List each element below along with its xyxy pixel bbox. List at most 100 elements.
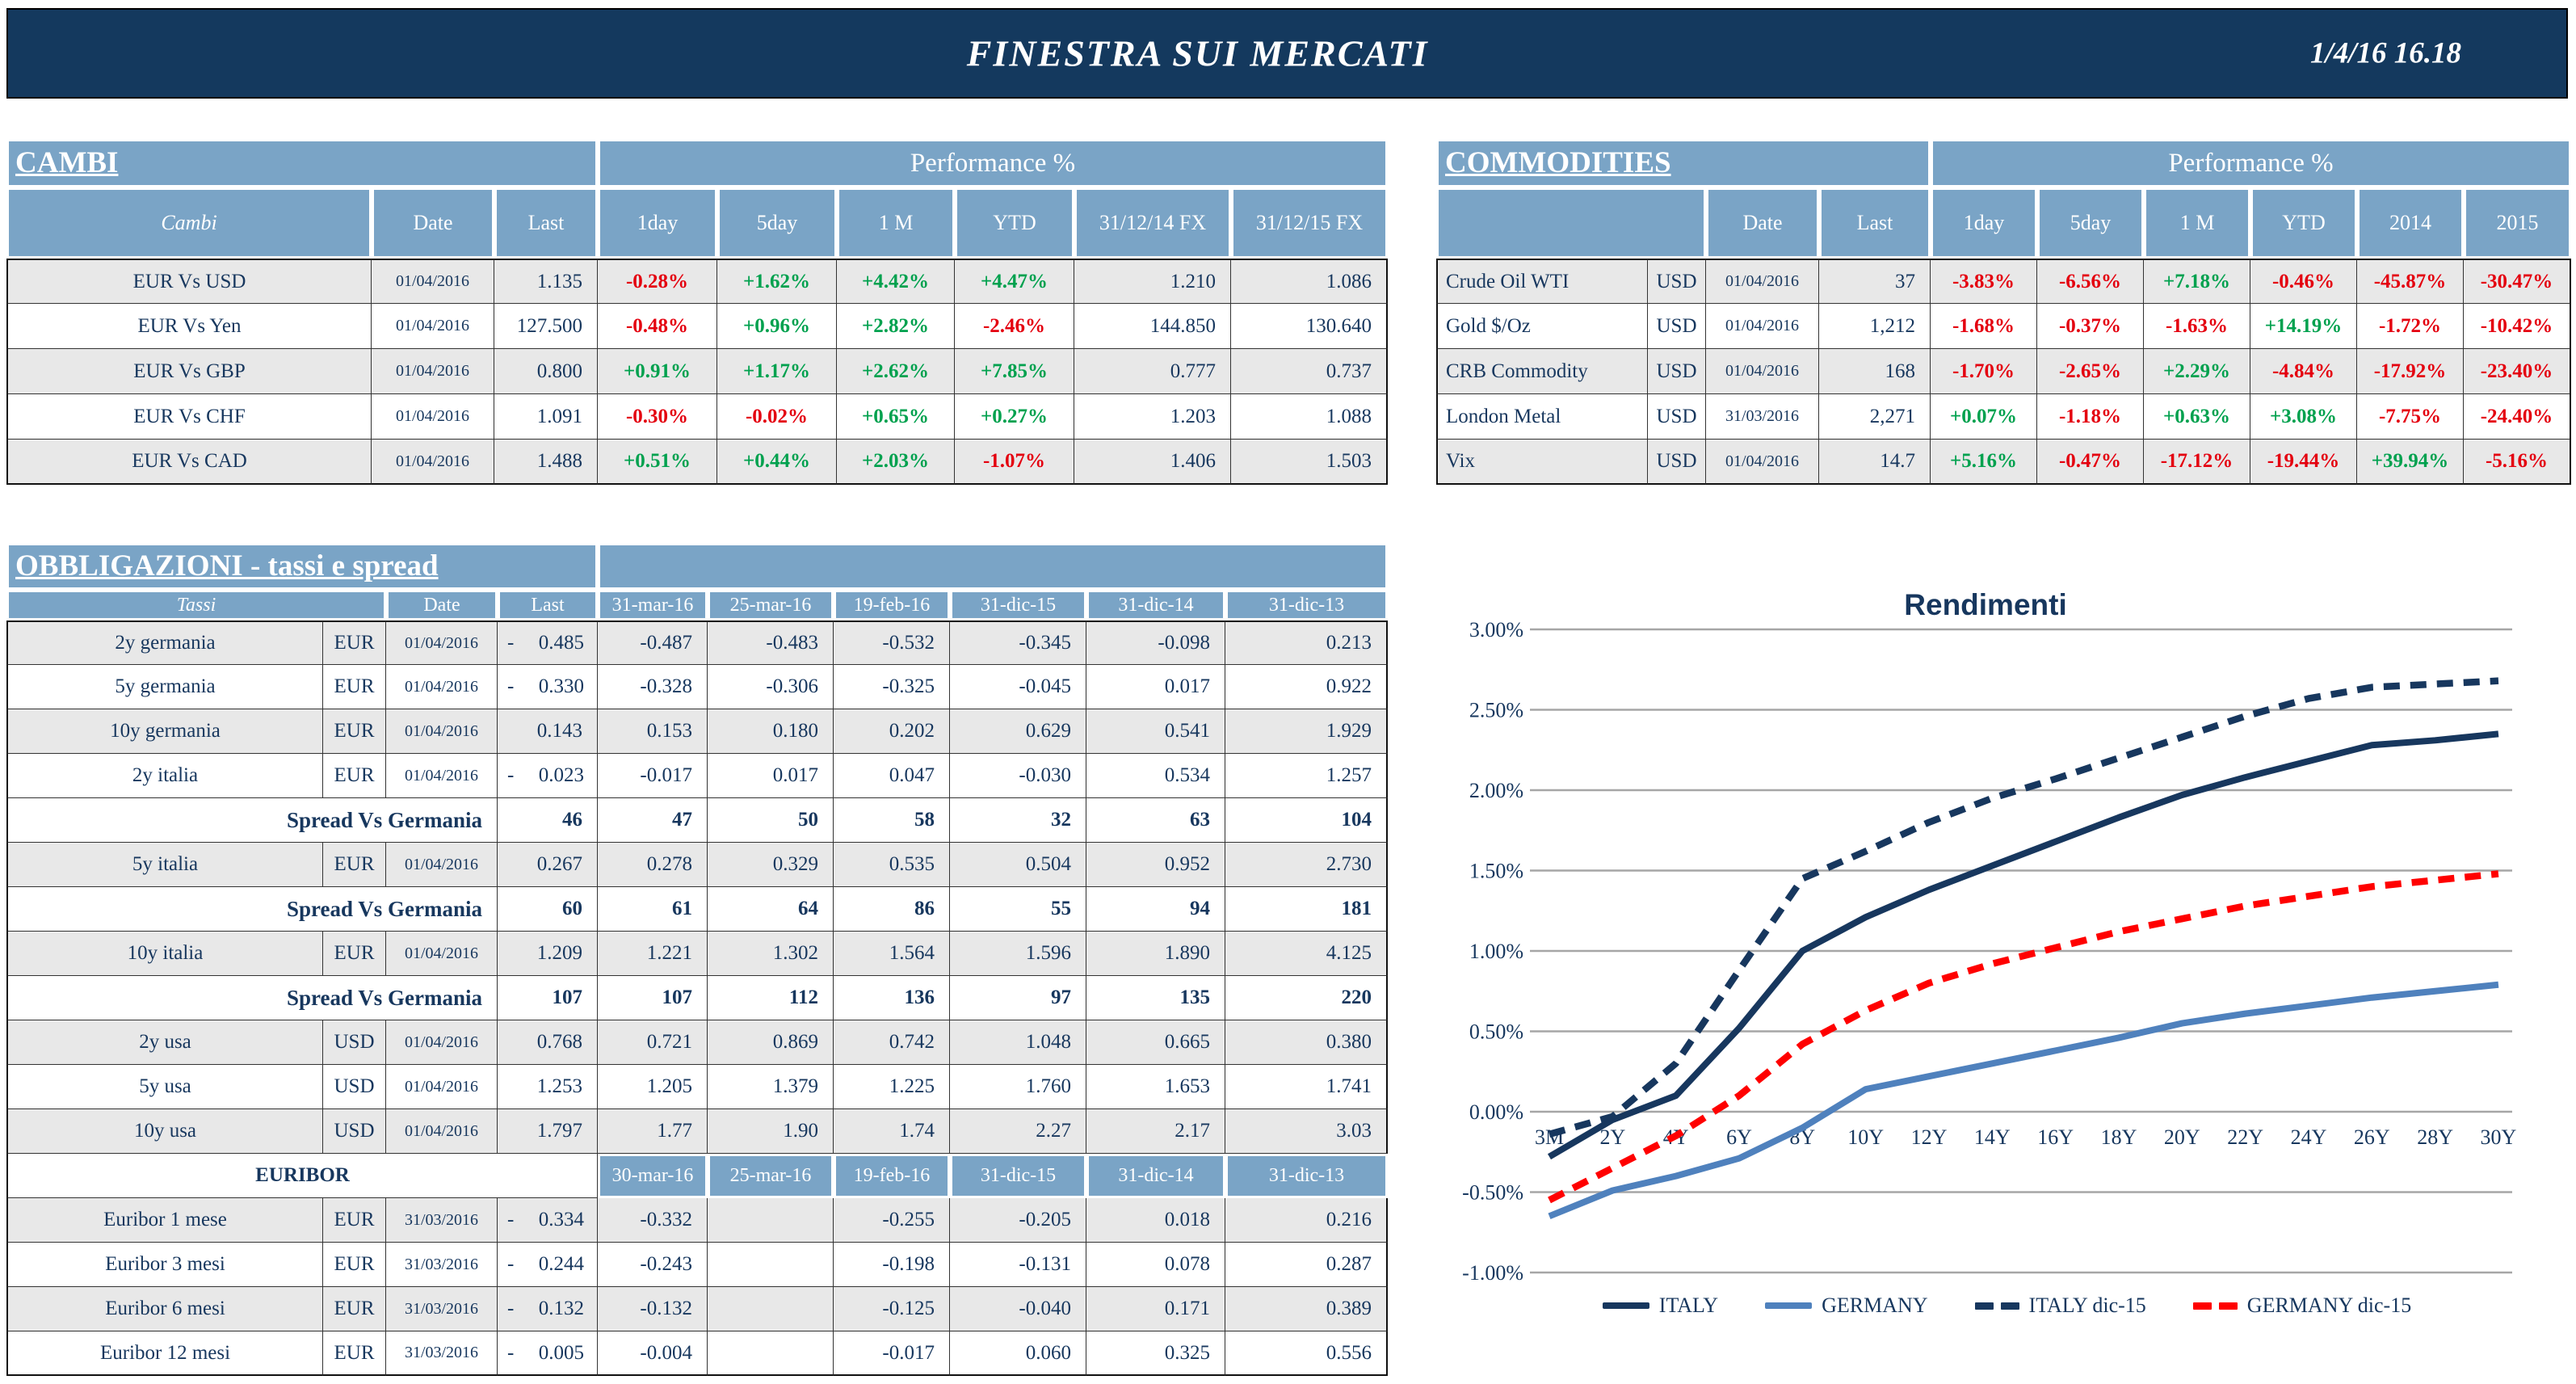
history-value: 1.77: [598, 1109, 708, 1154]
section-title-text: COMMODITIES: [1445, 145, 1671, 179]
date-cell: 01/04/2016: [386, 1109, 498, 1154]
x-axis-label: 16Y: [2037, 1125, 2074, 1149]
date-cell: 01/04/2016: [1706, 304, 1819, 349]
instrument-name: 10y italia: [6, 932, 323, 976]
perf-cell: -0.47%: [2037, 440, 2144, 485]
history-value: 0.721: [598, 1020, 708, 1065]
title-row-filler: [598, 543, 1388, 590]
perf-cell: +2.62%: [837, 349, 955, 394]
x-axis-label: 22Y: [2227, 1125, 2263, 1149]
perf-value: +0.07%: [1950, 405, 2017, 427]
last-value: 1.797: [498, 1109, 598, 1154]
perf-cell: -10.42%: [2464, 304, 2571, 349]
y-axis-label: 0.00%: [1469, 1100, 1523, 1124]
last-number: 0.023: [538, 764, 584, 786]
spread-last: 107: [498, 976, 598, 1020]
spread-history-value: 58: [834, 798, 950, 843]
history-value: 0.952: [1086, 843, 1225, 887]
perf-cell: +0.65%: [837, 394, 955, 440]
history-value: 1.225: [834, 1065, 950, 1109]
currency-code: USD: [1648, 394, 1706, 440]
perf-value: -1.72%: [2378, 314, 2442, 337]
instrument-name: London Metal: [1436, 394, 1648, 440]
instrument-name: 5y usa: [6, 1065, 323, 1109]
legend-dash: [2192, 1302, 2212, 1310]
chart-legend: ITALY GERMANY ITALY dic-15 GERMANY dic-15: [1438, 1287, 2576, 1324]
column-header: 31-dic-14: [1086, 590, 1225, 620]
legend-label: GERMANY dic-15: [2246, 1294, 2412, 1317]
last-value: 14.7: [1819, 440, 1931, 485]
perf-cell: -1.07%: [955, 440, 1074, 485]
legend-dash: [2218, 1302, 2238, 1310]
fx-value: 1.203: [1074, 394, 1231, 440]
history-value: 0.078: [1086, 1243, 1225, 1287]
perf-cell: +1.62%: [717, 259, 837, 304]
legend-item: ITALY dic-15: [1974, 1294, 2146, 1318]
history-value: 0.742: [834, 1020, 950, 1065]
history-value: 1.596: [950, 932, 1086, 976]
column-header: Last: [498, 590, 598, 620]
commodities-table: COMMODITIES Performance % Date Last 1day 5day…: [1436, 139, 2571, 485]
y-axis-label: -0.50%: [1462, 1181, 1523, 1205]
history-value: -0.532: [834, 620, 950, 665]
perf-value: -1.18%: [2058, 405, 2122, 427]
perf-cell: +0.63%: [2144, 394, 2250, 440]
perf-value: -17.12%: [2160, 450, 2234, 472]
perf-cell: -2.65%: [2037, 349, 2144, 394]
spread-history-value: 61: [598, 887, 708, 932]
chart-svg: 3.00% 2.50% 2.00% 1.50% 1.00% 0.50% 0.00% -0.50…: [1462, 618, 2516, 1285]
perf-cell: -23.40%: [2464, 349, 2571, 394]
history-value: 0.060: [950, 1331, 1086, 1376]
last-value: 1.488: [494, 440, 598, 485]
perf-cell: +3.08%: [2250, 394, 2357, 440]
history-value: 0.202: [834, 709, 950, 754]
x-axis-label: 10Y: [1847, 1125, 1884, 1149]
history-value: -0.243: [598, 1243, 708, 1287]
history-value: 1.564: [834, 932, 950, 976]
date-cell: 31/03/2016: [386, 1198, 498, 1243]
currency-code: USD: [323, 1065, 386, 1109]
perf-cell: +0.44%: [717, 440, 837, 485]
instrument-name: CRB Commodity: [1436, 349, 1648, 394]
legend-item: ITALY: [1602, 1294, 1718, 1318]
history-value: 1.890: [1086, 932, 1225, 976]
history-value: -0.328: [598, 665, 708, 709]
date-cell: 01/04/2016: [386, 1065, 498, 1109]
last-value: - 0.334: [498, 1198, 598, 1243]
history-value: -0.098: [1086, 620, 1225, 665]
perf-cell: -24.40%: [2464, 394, 2571, 440]
instrument-name: 2y germania: [6, 620, 323, 665]
minus-sign: -: [507, 1253, 515, 1275]
last-value: - 0.023: [498, 754, 598, 798]
instrument-name: Euribor 6 mesi: [6, 1287, 323, 1331]
history-value: 3.03: [1225, 1109, 1388, 1154]
instrument-name: 2y italia: [6, 754, 323, 798]
date-cell: 31/03/2016: [386, 1243, 498, 1287]
history-value: -0.205: [950, 1198, 1086, 1243]
legend-dash: [2000, 1302, 2019, 1310]
instrument-name: 10y usa: [6, 1109, 323, 1154]
column-header: 30-mar-16: [598, 1154, 708, 1198]
currency-code: USD: [1648, 349, 1706, 394]
perf-value: +0.65%: [862, 405, 929, 427]
perf-value: -0.37%: [2058, 314, 2122, 337]
last-value: - 0.244: [498, 1243, 598, 1287]
date-cell: 31/03/2016: [386, 1331, 498, 1376]
last-number: 0.132: [538, 1298, 584, 1319]
column-header: Tassi: [6, 590, 386, 620]
spread-label: Spread Vs Germania: [6, 976, 498, 1020]
instrument-name: EUR Vs CAD: [6, 440, 372, 485]
spread-history-value: 55: [950, 887, 1086, 932]
history-value: 0.665: [1086, 1020, 1225, 1065]
last-number: 0.244: [538, 1253, 584, 1275]
history-value: [708, 1198, 834, 1243]
x-axis-label: 20Y: [2164, 1125, 2200, 1149]
y-axis-label: 2.00%: [1469, 779, 1523, 802]
section-title-text: OBBLIGAZIONI - tassi e spread: [15, 549, 439, 583]
last-value: 0.267: [498, 843, 598, 887]
spread-history-value: 94: [1086, 887, 1225, 932]
last-value: 0.143: [498, 709, 598, 754]
history-value: 0.017: [708, 754, 834, 798]
perf-cell: -1.72%: [2357, 304, 2464, 349]
perf-value: +2.62%: [862, 360, 929, 382]
